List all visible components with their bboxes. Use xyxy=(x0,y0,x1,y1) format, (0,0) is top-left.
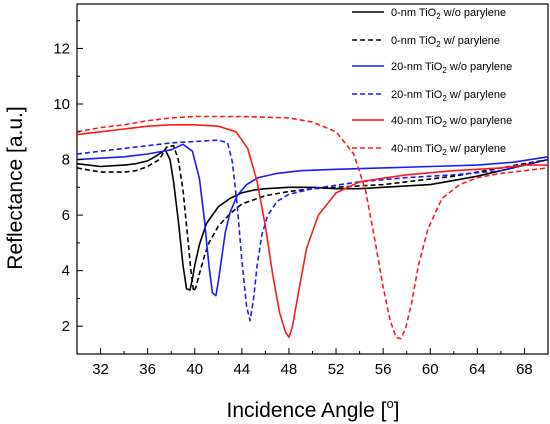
x-tick-label: 60 xyxy=(422,361,439,378)
y-tick-label: 12 xyxy=(53,40,70,57)
y-tick-label: 2 xyxy=(62,318,70,335)
legend-entry-label: 40-nm TiO2 w/o parylene xyxy=(391,115,512,129)
plot-frame xyxy=(76,3,549,355)
x-tick-label: 44 xyxy=(234,361,251,378)
y-tick-label: 8 xyxy=(62,152,70,169)
legend-entry-label: 0-nm TiO2 w/ parylene xyxy=(391,35,500,49)
x-tick-label: 48 xyxy=(281,361,298,378)
legend-entry-label: 20-nm TiO2 w/ parylene xyxy=(391,89,506,103)
legend-entry-label: 20-nm TiO2 w/o parylene xyxy=(391,61,512,75)
series-line-5 xyxy=(77,124,548,339)
x-tick-label: 52 xyxy=(328,361,345,378)
legend: 0-nm TiO2 w/o parylene 0-nm TiO2 w/ paryl… xyxy=(352,7,512,157)
y-tick-label: 6 xyxy=(62,207,70,224)
y-tick-label: 10 xyxy=(53,96,70,113)
y-axis-title: Reflectance [a.u.] xyxy=(4,106,27,269)
x-tick-label: 64 xyxy=(469,361,486,378)
series-line-6 xyxy=(77,115,548,340)
x-tick-label: 32 xyxy=(92,361,109,378)
x-tick-label: 56 xyxy=(375,361,392,378)
series-layer xyxy=(77,115,548,340)
legend-entry-label: 0-nm TiO2 w/o parylene xyxy=(391,7,506,21)
y-axis-ticks: 2 4 6 8 10 12 xyxy=(53,20,83,355)
y-tick-label: 4 xyxy=(62,263,70,280)
x-tick-label: 36 xyxy=(139,361,156,378)
x-axis-ticks: 32 36 40 44 48 52 56 60 64 68 xyxy=(76,348,549,378)
series-line-2 xyxy=(77,144,548,293)
legend-entry-label: 40-nm TiO2 w/ parylene xyxy=(391,143,506,157)
x-tick-label: 68 xyxy=(516,361,533,378)
x-axis-title: Incidence Angle [o] xyxy=(226,396,399,422)
x-tick-label: 40 xyxy=(186,361,203,378)
series-line-3 xyxy=(77,143,548,297)
series-line-1 xyxy=(77,149,548,291)
